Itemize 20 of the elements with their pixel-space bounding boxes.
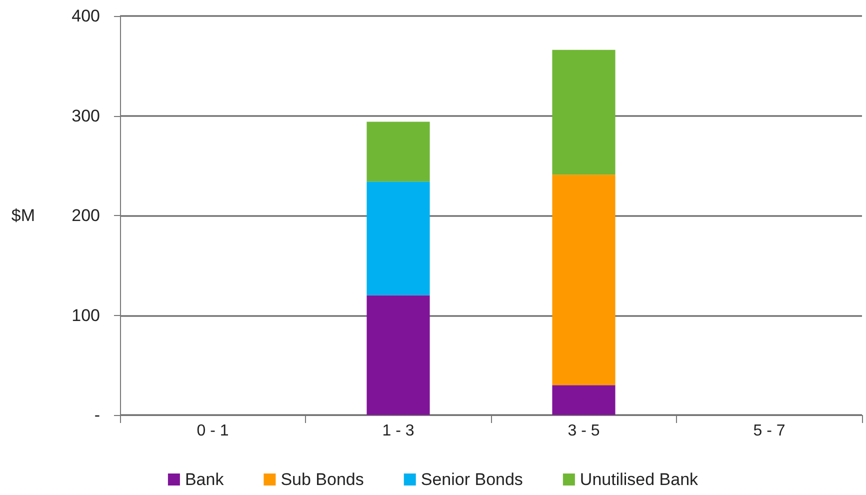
legend-label: Sub Bonds — [280, 470, 364, 489]
bar — [552, 385, 616, 415]
x-tick-label: 5 - 7 — [753, 422, 786, 440]
y-tick-label: 300 — [72, 106, 100, 126]
bar — [552, 50, 616, 175]
bar — [366, 122, 430, 182]
y-tick-label: 200 — [72, 206, 100, 225]
x-tick-label: 0 - 1 — [196, 422, 229, 440]
legend-label: Senior Bonds — [420, 470, 523, 489]
x-tick-label: 1 - 3 — [382, 422, 414, 440]
y-axis-title: $M — [11, 206, 35, 225]
y-tick-label: - — [94, 406, 100, 424]
legend-label: Unutilised Bank — [580, 470, 699, 489]
y-tick-label: 400 — [72, 6, 100, 26]
legend-label: Bank — [184, 470, 224, 489]
bar — [552, 174, 616, 386]
bar — [366, 182, 430, 296]
bar — [366, 295, 430, 415]
y-tick-label: 100 — [72, 306, 100, 325]
x-tick-label: 3 - 5 — [568, 422, 600, 440]
